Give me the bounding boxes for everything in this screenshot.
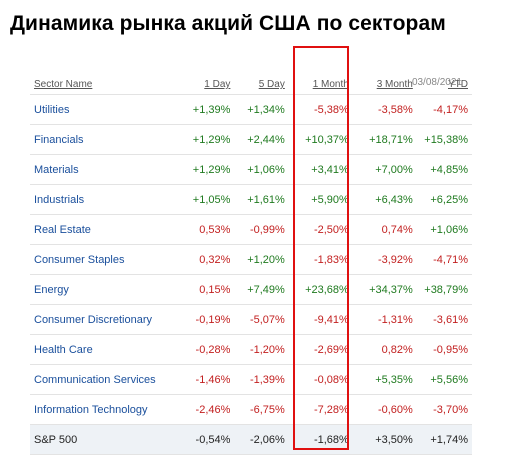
- value-d1: +1,05%: [181, 184, 235, 215]
- sector-name-link[interactable]: Financials: [30, 124, 182, 155]
- value-m3: +7,00%: [352, 154, 417, 185]
- value-ytd: -3,70%: [416, 394, 472, 425]
- col-sector-name[interactable]: Sector Name: [34, 79, 93, 90]
- value-m1: -1,68%: [288, 424, 353, 455]
- value-ytd: -3,61%: [416, 304, 472, 335]
- value-d5: +1,34%: [234, 94, 289, 125]
- value-d1: -0,19%: [181, 304, 235, 335]
- value-d5: +1,06%: [234, 154, 289, 185]
- value-m1: +3,41%: [288, 154, 353, 185]
- value-d1: 0,32%: [181, 244, 235, 275]
- value-m1: -7,28%: [288, 394, 353, 425]
- value-d5: -0,99%: [234, 214, 289, 245]
- value-d1: +1,29%: [181, 124, 235, 155]
- value-m1: +5,90%: [288, 184, 353, 215]
- value-d1: -0,28%: [181, 334, 235, 365]
- value-m3: +6,43%: [352, 184, 417, 215]
- sector-name-link[interactable]: Industrials: [30, 184, 182, 215]
- value-d1: 0,53%: [181, 214, 235, 245]
- table-row: Real Estate 0,53% -0,99% -2,50% 0,74% +1,06%: [30, 214, 472, 245]
- sector-performance-table: Sector Name 1 Day 5 Day 1 Month 3 Month …: [30, 56, 472, 455]
- value-m3: +18,71%: [352, 124, 417, 155]
- as-of-date: 03/08/2021: [411, 77, 462, 88]
- table-header-row: Sector Name 1 Day 5 Day 1 Month 3 Month …: [30, 56, 472, 95]
- value-m3: 0,74%: [352, 214, 417, 245]
- value-ytd: +5,56%: [416, 364, 472, 395]
- value-m1: -5,38%: [288, 94, 353, 125]
- col-3-month[interactable]: 3 Month: [376, 79, 413, 90]
- table-row: Communication Services -1,46% -1,39% -0,08%…: [30, 364, 472, 395]
- value-m1: -9,41%: [288, 304, 353, 335]
- sector-name-link[interactable]: Consumer Discretionary: [30, 304, 182, 335]
- sector-name-link[interactable]: Consumer Staples: [30, 244, 182, 275]
- value-m3: +5,35%: [352, 364, 417, 395]
- table-row: Consumer Staples 0,32% +1,20% -1,83% -3,92% -…: [30, 244, 472, 275]
- table-row: Industrials +1,05% +1,61% +5,90% +6,43% +6,25…: [30, 184, 472, 215]
- value-ytd: +6,25%: [416, 184, 472, 215]
- col-1-day[interactable]: 1 Day: [204, 79, 231, 90]
- value-m1: -1,83%: [288, 244, 353, 275]
- table-row: Health Care -0,28% -1,20% -2,69% 0,82% -0,95%: [30, 334, 472, 365]
- value-m1: -2,69%: [288, 334, 353, 365]
- value-m3: -3,58%: [352, 94, 417, 125]
- value-d5: -2,06%: [234, 424, 289, 455]
- value-d5: +2,44%: [234, 124, 289, 155]
- table-row: Consumer Discretionary -0,19% -5,07% -9,41%…: [30, 304, 472, 335]
- value-d5: -6,75%: [234, 394, 289, 425]
- value-m3: -3,92%: [352, 244, 417, 275]
- value-m3: +3,50%: [352, 424, 417, 455]
- value-d1: -1,46%: [181, 364, 235, 395]
- value-ytd: +38,79%: [416, 274, 472, 305]
- value-m3: -1,31%: [352, 304, 417, 335]
- value-d5: +1,61%: [234, 184, 289, 215]
- value-d5: -1,20%: [234, 334, 289, 365]
- sector-name-link[interactable]: Health Care: [30, 334, 182, 365]
- value-d1: +1,39%: [181, 94, 235, 125]
- value-ytd: +15,38%: [416, 124, 472, 155]
- sector-name-link[interactable]: Utilities: [30, 94, 182, 125]
- col-ytd[interactable]: YTD: [448, 79, 468, 90]
- value-d1: -2,46%: [181, 394, 235, 425]
- value-ytd: +4,85%: [416, 154, 472, 185]
- value-m3: +34,37%: [352, 274, 417, 305]
- sector-name-link[interactable]: Materials: [30, 154, 182, 185]
- table-row: Information Technology -2,46% -6,75% -7,28%…: [30, 394, 472, 425]
- value-ytd: -4,17%: [416, 94, 472, 125]
- value-d5: +7,49%: [234, 274, 289, 305]
- table-row: Utilities +1,39% +1,34% -5,38% -3,58% -4,17%: [30, 94, 472, 125]
- sector-name-link[interactable]: Communication Services: [30, 364, 182, 395]
- value-m3: 0,82%: [352, 334, 417, 365]
- sector-name-link[interactable]: Real Estate: [30, 214, 182, 245]
- value-m1: +23,68%: [288, 274, 353, 305]
- table-row: Financials +1,29% +2,44% +10,37% +18,71% +15,…: [30, 124, 472, 155]
- sector-name-link[interactable]: Information Technology: [30, 394, 182, 425]
- table-row: Materials +1,29% +1,06% +3,41% +7,00% +4,85%: [30, 154, 472, 185]
- value-d1: 0,15%: [181, 274, 235, 305]
- value-ytd: -0,95%: [416, 334, 472, 365]
- value-ytd: -4,71%: [416, 244, 472, 275]
- col-1-month[interactable]: 1 Month: [312, 79, 349, 90]
- value-d5: +1,20%: [234, 244, 289, 275]
- sector-name-link: S&P 500: [30, 424, 182, 455]
- value-m1: -2,50%: [288, 214, 353, 245]
- col-5-day[interactable]: 5 Day: [258, 79, 285, 90]
- value-m3: -0,60%: [352, 394, 417, 425]
- table-row-sp500: S&P 500 -0,54% -2,06% -1,68% +3,50% +1,74%: [30, 424, 472, 455]
- value-m1: +10,37%: [288, 124, 353, 155]
- value-ytd: +1,06%: [416, 214, 472, 245]
- value-d5: -1,39%: [234, 364, 289, 395]
- value-m1: -0,08%: [288, 364, 353, 395]
- sector-name-link[interactable]: Energy: [30, 274, 182, 305]
- page-title: Динамика рынка акций США по секторам: [10, 12, 446, 35]
- value-d5: -5,07%: [234, 304, 289, 335]
- value-d1: -0,54%: [181, 424, 235, 455]
- value-ytd: +1,74%: [416, 424, 472, 455]
- value-d1: +1,29%: [181, 154, 235, 185]
- table-row: Energy 0,15% +7,49% +23,68% +34,37% +38,79%: [30, 274, 472, 305]
